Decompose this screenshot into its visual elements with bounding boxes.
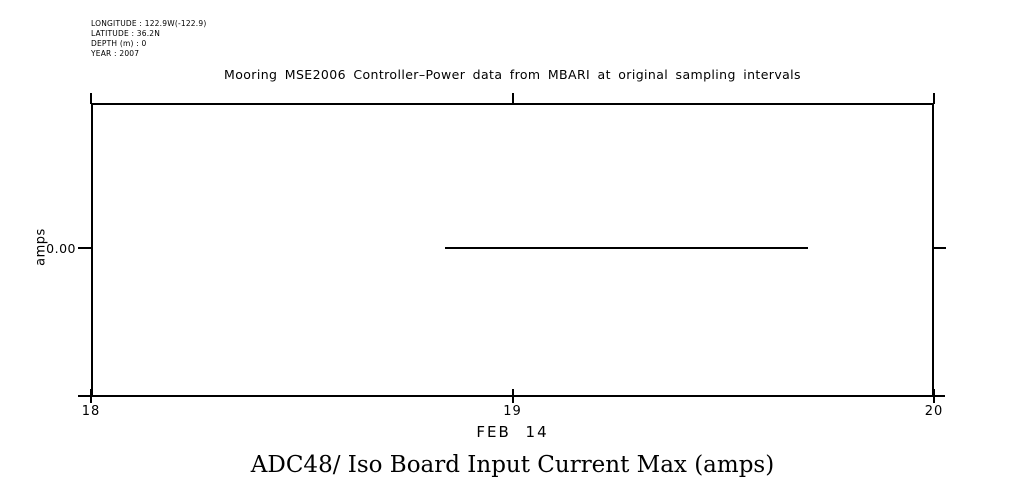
x-tick-bottom — [90, 389, 92, 403]
metadata-block: LONGITUDE : 122.9W(-122.9) LATITUDE : 36… — [91, 19, 206, 59]
x-tick-top — [511, 93, 514, 104]
chart-title: Mooring MSE2006 Controller–Power data fr… — [224, 67, 801, 82]
figure-title: ADC48/ Iso Board Input Current Max (amps… — [250, 452, 775, 478]
y-tick-right — [934, 247, 946, 249]
metadata-latitude: LATITUDE : 36.2N — [91, 29, 161, 38]
x-tick-top — [90, 93, 92, 104]
x-tick-top — [933, 93, 935, 104]
metadata-year: YEAR : 2007 — [91, 49, 140, 58]
x-tick-bottom — [511, 389, 514, 403]
x-axis-label: FEB 14 — [476, 423, 549, 441]
x-tick-label: 18 — [81, 404, 101, 419]
series-line — [445, 247, 808, 249]
axis-overshoot-right — [934, 395, 945, 397]
metadata-longitude: LONGITUDE : 122.9W(-122.9) — [91, 19, 207, 28]
metadata-depth: DEPTH (m) : 0 — [91, 39, 147, 48]
y-axis-label: amps — [33, 228, 49, 266]
plot-frame — [91, 103, 934, 397]
y-tick-left — [78, 247, 91, 249]
x-tick-label: 19 — [503, 404, 522, 419]
axis-overshoot-left — [78, 395, 91, 397]
x-tick-label: 20 — [924, 404, 944, 419]
y-tick-label: 0.00 — [46, 241, 76, 256]
